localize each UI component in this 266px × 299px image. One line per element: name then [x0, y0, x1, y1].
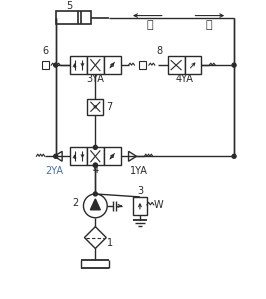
Bar — [139, 61, 146, 69]
Text: 2: 2 — [72, 198, 78, 208]
Text: 退: 退 — [147, 21, 153, 30]
Text: 8: 8 — [157, 46, 163, 56]
Text: 1YA: 1YA — [130, 166, 147, 176]
Circle shape — [93, 192, 97, 196]
Bar — [56, 11, 92, 25]
Text: 7: 7 — [106, 102, 112, 112]
Text: 3: 3 — [137, 186, 143, 196]
Circle shape — [84, 194, 107, 218]
Circle shape — [93, 145, 97, 150]
Text: 4YA: 4YA — [176, 74, 193, 84]
Circle shape — [54, 63, 58, 67]
Text: 进: 进 — [206, 21, 213, 30]
Bar — [104, 147, 120, 165]
Bar — [88, 99, 103, 115]
Bar — [87, 147, 104, 165]
Bar — [168, 56, 185, 74]
Circle shape — [232, 154, 236, 158]
Polygon shape — [128, 151, 136, 161]
Polygon shape — [90, 199, 100, 210]
Bar — [185, 56, 201, 74]
Circle shape — [93, 163, 97, 167]
Bar — [70, 147, 87, 165]
Circle shape — [54, 154, 58, 158]
Circle shape — [232, 63, 236, 67]
Bar — [133, 197, 147, 215]
Polygon shape — [84, 227, 106, 248]
Polygon shape — [54, 151, 62, 161]
Text: 1: 1 — [107, 237, 113, 248]
Bar — [87, 56, 104, 74]
Text: 5: 5 — [66, 1, 73, 11]
Circle shape — [93, 163, 97, 167]
Text: 3YA: 3YA — [86, 74, 104, 84]
Text: 4: 4 — [92, 165, 98, 175]
Bar — [70, 56, 87, 74]
Text: 2YA: 2YA — [45, 166, 63, 176]
Text: 6: 6 — [42, 46, 48, 56]
Bar — [42, 61, 49, 69]
Bar — [104, 56, 120, 74]
Text: W: W — [154, 200, 164, 210]
